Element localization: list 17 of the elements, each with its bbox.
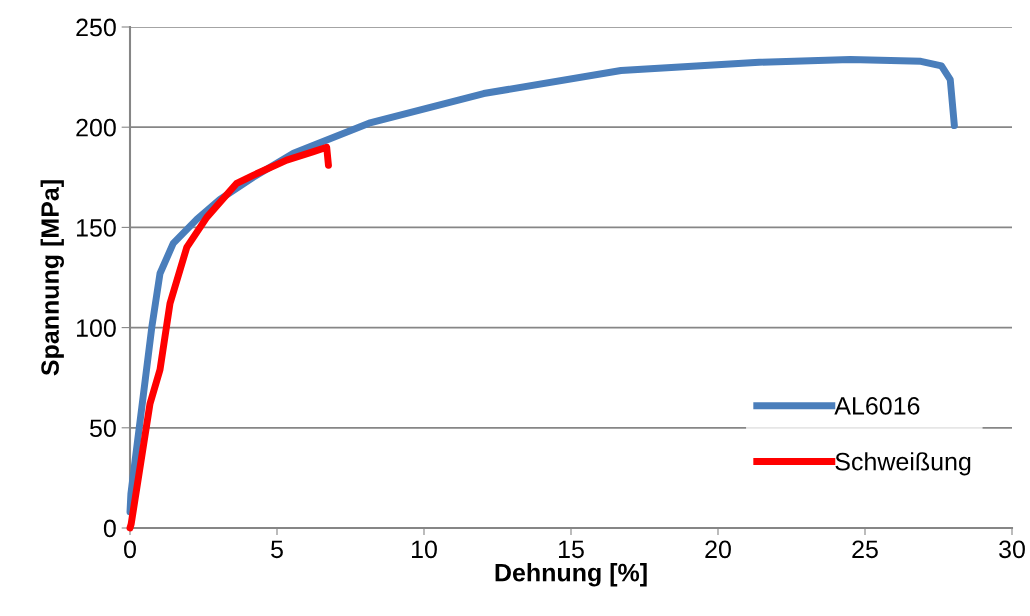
x-tick-label: 5	[271, 540, 283, 559]
x-tick-label: 0	[124, 540, 136, 559]
y-tick-label: 100	[77, 319, 116, 337]
x-tick-label: 20	[705, 540, 731, 559]
y-tick-label: 0	[103, 519, 116, 538]
y-tick-label: 50	[90, 419, 116, 438]
y-tick-label: 200	[76, 118, 116, 137]
x-tick-label: 10	[412, 540, 437, 559]
legend-label: Schweißung	[835, 452, 971, 476]
y-tick-label: 150	[77, 219, 116, 237]
x-tick-label: 25	[852, 540, 878, 559]
y-axis-title: Spannung [MPa]	[40, 180, 64, 376]
x-tick-label: 30	[999, 540, 1025, 559]
y-tick-label: 250	[76, 18, 116, 37]
legend-label: AL6016	[834, 396, 920, 415]
x-tick-label: 15	[559, 540, 584, 559]
x-axis-title: Dehnung [%]	[495, 563, 647, 587]
